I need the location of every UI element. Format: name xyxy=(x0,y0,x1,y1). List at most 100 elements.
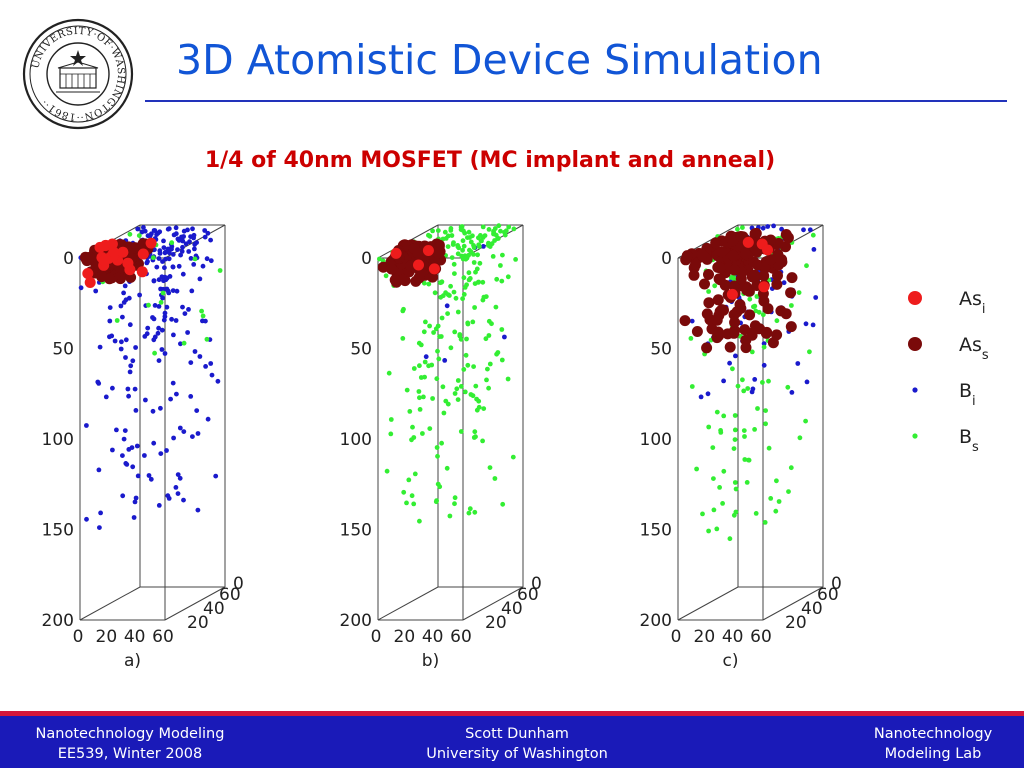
point-b-i xyxy=(121,436,127,442)
point-b-i xyxy=(142,228,148,234)
point-b-s xyxy=(768,496,774,501)
point-b-s xyxy=(774,478,779,484)
panel-label: c) xyxy=(723,651,739,671)
point-b-i xyxy=(789,390,795,395)
point-b-s xyxy=(711,476,716,481)
point-b-i xyxy=(164,286,170,292)
point-b-s xyxy=(468,392,474,397)
point-b-s xyxy=(721,468,727,474)
point-b-s xyxy=(431,330,436,335)
point-b-s xyxy=(471,435,477,440)
point-b-s xyxy=(493,232,499,238)
point-b-i xyxy=(177,475,183,481)
university-seal-icon: UNIVERSITY·OF·WASHINGTON··1861·· xyxy=(22,18,134,130)
point-b-i xyxy=(176,263,182,269)
point-b-s xyxy=(753,511,759,516)
point-b-i xyxy=(84,423,89,428)
point-b-i xyxy=(141,225,146,230)
point-as-i xyxy=(136,266,148,278)
point-b-s xyxy=(706,528,711,534)
point-as-s xyxy=(727,235,739,247)
point-b-i xyxy=(135,473,141,479)
point-b-s xyxy=(760,312,766,318)
point-b-s xyxy=(785,384,791,390)
point-b-s xyxy=(453,295,459,301)
point-b-i xyxy=(705,391,711,397)
slide-title: 3D Atomistic Device Simulation xyxy=(176,36,823,84)
point-b-s xyxy=(427,426,433,431)
point-as-s xyxy=(739,248,751,260)
point-as-s xyxy=(740,342,752,354)
point-b-i xyxy=(170,264,176,270)
point-b-i xyxy=(145,259,150,264)
point-b-s xyxy=(463,352,469,358)
point-b-s xyxy=(484,377,489,383)
point-b-i xyxy=(135,226,141,232)
point-b-s xyxy=(452,391,458,396)
point-b-s xyxy=(406,477,412,483)
point-b-i xyxy=(204,256,210,262)
point-b-i xyxy=(213,473,219,479)
point-b-i xyxy=(191,262,197,267)
point-b-i xyxy=(811,247,817,252)
point-b-i xyxy=(114,427,119,433)
point-b-s xyxy=(500,252,505,258)
footer-author-name: Scott Dunham xyxy=(465,726,569,742)
footer-lab: Nanotechnology Modeling Lab xyxy=(844,724,1022,764)
point-b-i xyxy=(186,307,191,312)
x-tick-label: 20 xyxy=(96,627,118,647)
point-as-s xyxy=(701,342,713,354)
point-b-s xyxy=(760,380,765,385)
point-b-i xyxy=(175,247,180,253)
point-as-s xyxy=(96,271,108,283)
point-as-s xyxy=(724,341,736,353)
point-b-i xyxy=(813,295,819,300)
point-b-i xyxy=(200,318,205,324)
point-b-i xyxy=(129,445,135,450)
box-edge-1-5 xyxy=(164,586,226,621)
point-b-s xyxy=(400,336,406,341)
depth-tick-label: 50 xyxy=(650,340,672,360)
point-b-i xyxy=(160,295,166,301)
x-tick-label: 60 xyxy=(152,627,174,647)
point-as-s xyxy=(714,274,726,286)
point-b-s xyxy=(421,394,426,400)
point-b-s xyxy=(483,336,489,342)
legend-label-as-s: Ass xyxy=(959,334,989,363)
point-b-i xyxy=(208,361,214,366)
point-b-i xyxy=(120,314,125,320)
point-b-s xyxy=(700,511,705,517)
point-b-s xyxy=(435,228,441,234)
point-b-i xyxy=(208,237,214,243)
point-b-s xyxy=(498,263,503,268)
point-b-s xyxy=(427,323,432,329)
point-b-s xyxy=(452,329,458,335)
point-b-i xyxy=(164,448,169,453)
point-b-s xyxy=(502,232,508,238)
point-as-i xyxy=(758,281,770,293)
depth-tick-label: 50 xyxy=(52,340,74,360)
x-tick-label: 0 xyxy=(73,627,84,647)
point-b-i xyxy=(98,510,103,516)
point-b-s xyxy=(464,336,469,342)
point-b-i xyxy=(481,244,486,249)
point-b-i xyxy=(698,394,704,400)
point-b-s xyxy=(717,485,722,490)
point-b-i xyxy=(130,464,136,470)
point-b-s xyxy=(435,348,440,354)
point-b-s xyxy=(754,294,760,299)
legend-label-as-i: Asi xyxy=(959,288,986,317)
point-b-i xyxy=(159,327,165,333)
point-b-s xyxy=(510,454,516,460)
point-b-i xyxy=(194,240,200,246)
point-b-s xyxy=(471,364,476,369)
point-as-s xyxy=(714,262,726,274)
point-b-s xyxy=(451,240,456,246)
point-b-s xyxy=(465,235,470,241)
point-b-s xyxy=(466,229,472,235)
point-b-i xyxy=(795,361,801,366)
point-b-i xyxy=(188,360,194,365)
point-b-s xyxy=(466,252,471,258)
point-b-s xyxy=(477,260,483,266)
point-b-i xyxy=(721,378,726,384)
